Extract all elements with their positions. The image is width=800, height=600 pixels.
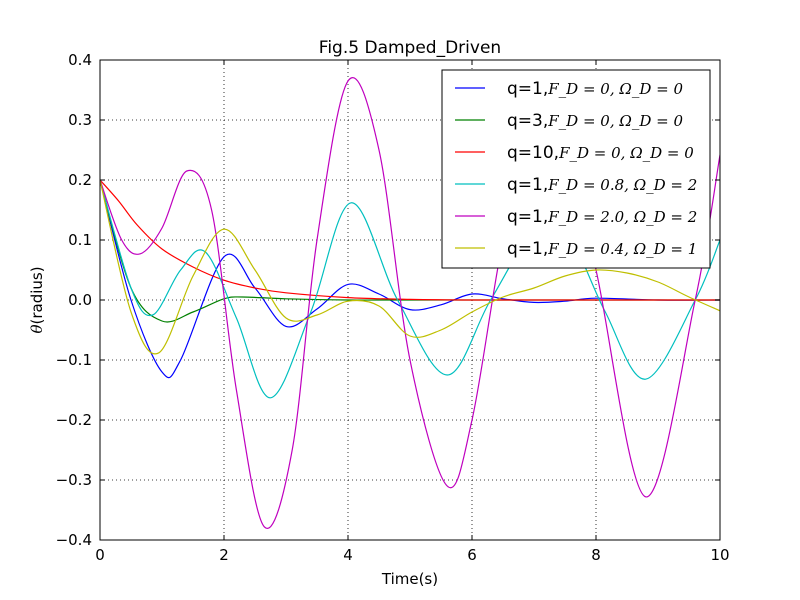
series-line-1 — [100, 179, 720, 379]
chart-title: Fig.5 Damped_Driven — [319, 38, 501, 58]
y-tick-label: −0.2 — [56, 411, 92, 429]
legend-label-prefix: q=3, — [507, 111, 548, 131]
legend-label-4: q=1,F_D = 0.8, Ω_D = 2 — [507, 175, 697, 195]
tick-labels: 0 2 4 6 8 10 −0.4 −0.3 −0.2 −0.1 0.0 0.1 0.2 0.3 0.4 — [56, 51, 730, 564]
x-tick-label: 0 — [95, 546, 105, 564]
legend-label-prefix: q=1, — [507, 207, 548, 227]
series-line-6 — [100, 179, 720, 355]
series-line-4 — [100, 179, 720, 399]
y-tick-label: −0.3 — [56, 471, 92, 489]
y-tick-label: 0.4 — [68, 51, 92, 69]
legend-label-math: F_D = 0, Ω_D = 0 — [547, 112, 683, 130]
y-tick-label: 0.3 — [68, 111, 92, 129]
x-tick-label: 8 — [591, 546, 601, 564]
x-axis-label: Time(s) — [381, 570, 438, 588]
y-tick-label: 0.0 — [68, 291, 92, 309]
x-tick-label: 10 — [710, 546, 729, 564]
legend-label-prefix: q=1, — [507, 175, 548, 195]
x-tick-label: 6 — [467, 546, 477, 564]
legend: q=1,F_D = 0, Ω_D = 0q=3,F_D = 0, Ω_D = 0… — [441, 69, 711, 269]
legend-label-2: q=3,F_D = 0, Ω_D = 0 — [507, 111, 683, 131]
legend-label-6: q=1,F_D = 0.4, Ω_D = 1 — [507, 239, 697, 259]
series-line-3 — [100, 179, 720, 301]
legend-label-math: F_D = 0, Ω_D = 0 — [547, 80, 683, 98]
legend-label-3: q=10,F_D = 0, Ω_D = 0 — [507, 143, 694, 163]
series-lines — [100, 77, 720, 529]
legend-label-prefix: q=1, — [507, 79, 548, 99]
x-tick-label: 4 — [343, 546, 353, 564]
y-tick-label: −0.4 — [56, 531, 92, 549]
ticks — [99, 59, 721, 541]
legend-label-math: F_D = 0.4, Ω_D = 1 — [547, 240, 697, 258]
y-tick-label: −0.1 — [56, 351, 92, 369]
y-tick-label: 0.2 — [68, 171, 92, 189]
legend-label-1: q=1,F_D = 0, Ω_D = 0 — [507, 79, 683, 99]
legend-label-math: F_D = 2.0, Ω_D = 2 — [547, 208, 697, 226]
x-tick-label: 2 — [219, 546, 229, 564]
legend-label-math: F_D = 0.8, Ω_D = 2 — [547, 176, 697, 194]
legend-label-prefix: q=1, — [507, 239, 548, 259]
y-axis-symbol: θ — [28, 325, 46, 334]
series-line-5 — [100, 77, 720, 529]
y-axis-label: θ(radius) — [28, 266, 46, 333]
y-tick-label: 0.1 — [68, 231, 92, 249]
legend-label-5: q=1,F_D = 2.0, Ω_D = 2 — [507, 207, 697, 227]
legend-label-math: F_D = 0, Ω_D = 0 — [558, 144, 694, 162]
legend-box — [441, 69, 711, 269]
legend-label-prefix: q=10, — [507, 143, 559, 163]
y-axis-unit: (radius) — [28, 266, 46, 324]
